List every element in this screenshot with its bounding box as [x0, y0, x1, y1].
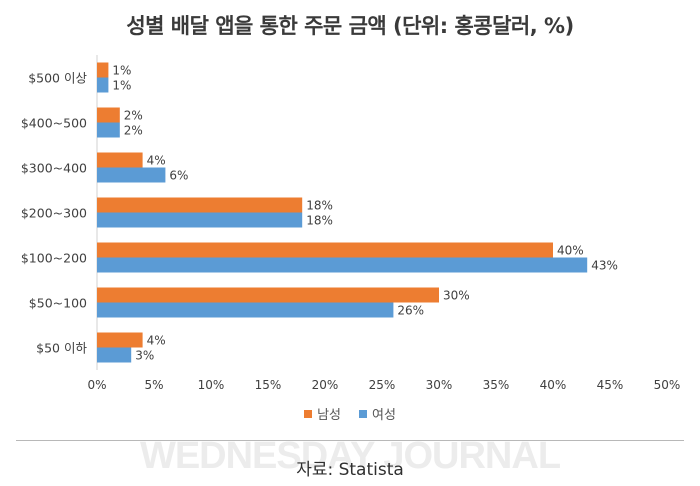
data-label: 1%: [112, 64, 131, 78]
y-tick-label: $300~400: [21, 161, 87, 176]
x-tick-label: 50%: [654, 378, 681, 392]
data-label: 18%: [306, 199, 333, 213]
bar-female: [97, 257, 588, 273]
y-tick-label: $50 이하: [36, 341, 87, 356]
data-label: 6%: [169, 169, 188, 183]
data-label: 2%: [124, 109, 143, 123]
bar-male: [97, 62, 109, 78]
bar-female: [97, 212, 303, 228]
x-tick-label: 15%: [255, 378, 282, 392]
bar-male: [97, 242, 553, 258]
y-tick-label: $50~100: [29, 296, 87, 311]
x-tick-label: 5%: [144, 378, 163, 392]
x-tick-label: 20%: [312, 378, 339, 392]
bar-female: [97, 77, 109, 93]
y-tick-label: $200~300: [21, 206, 87, 221]
data-label: 4%: [147, 334, 166, 348]
legend-label-male: 남성: [317, 408, 341, 423]
x-tick-label: 0%: [87, 378, 106, 392]
data-label: 2%: [124, 124, 143, 138]
x-tick-label: 30%: [426, 378, 453, 392]
data-label: 4%: [147, 154, 166, 168]
x-tick-label: 25%: [369, 378, 396, 392]
bar-male: [97, 107, 120, 123]
data-label: 30%: [443, 289, 470, 303]
bar-male: [97, 332, 143, 348]
source-note: 자료: Statista: [296, 460, 404, 480]
data-label: 43%: [591, 259, 618, 273]
bar-female: [97, 347, 132, 363]
bar-male: [97, 287, 439, 303]
footer-divider: [16, 440, 684, 441]
legend-label-female: 여성: [372, 408, 396, 423]
bar-male: [97, 197, 303, 213]
legend-item-female: 여성: [359, 404, 396, 423]
bar-female: [97, 167, 166, 183]
x-tick-label: 35%: [483, 378, 510, 392]
legend-swatch-male: [304, 409, 313, 418]
chart-title: 성별 배달 앱을 통한 주문 금액 (단위: 홍콩달러, %): [126, 14, 574, 38]
bar-female: [97, 302, 394, 318]
x-tick-label: 10%: [198, 378, 225, 392]
data-label: 18%: [306, 214, 333, 228]
data-label: 40%: [557, 244, 584, 258]
legend-swatch-female: [359, 409, 367, 418]
x-tick-label: 45%: [597, 378, 624, 392]
data-label: 1%: [112, 79, 131, 93]
data-label: 3%: [135, 349, 154, 363]
bar-male: [97, 152, 143, 168]
y-tick-label: $100~200: [21, 251, 87, 266]
x-tick-label: 40%: [540, 378, 567, 392]
legend-item-male: 남성: [304, 404, 341, 423]
data-label: 26%: [397, 304, 424, 318]
y-tick-label: $500 이상: [28, 71, 87, 86]
watermark-logo: WEDNESDAY JOURNAL: [139, 435, 561, 477]
y-tick-label: $400~500: [21, 116, 87, 131]
legend: 남성 여성: [0, 404, 700, 423]
bar-female: [97, 122, 120, 138]
